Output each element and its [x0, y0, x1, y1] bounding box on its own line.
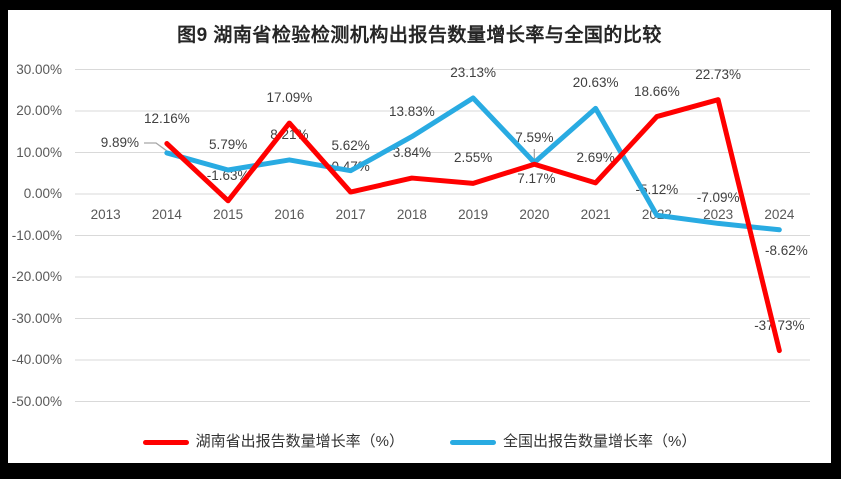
data-label: 5.79%	[208, 136, 248, 152]
legend-swatch-line	[142, 439, 189, 445]
x-axis-tick-label: 2023	[703, 207, 734, 222]
data-label: -7.09%	[696, 190, 740, 206]
data-label: 20.63%	[572, 75, 619, 91]
x-axis-tick-label: 2014	[151, 207, 182, 222]
legend-item-label: 全国出报告数量增长率（%）	[503, 433, 697, 450]
y-axis-tick-label: -40.00%	[11, 352, 62, 367]
data-label: 18.66%	[633, 83, 680, 99]
data-label: -1.63%	[206, 167, 250, 183]
series-line-1	[164, 95, 782, 233]
chart-canvas	[8, 10, 831, 463]
x-axis-tick-label: 2017	[335, 207, 366, 222]
legend-swatch-line	[450, 439, 496, 445]
data-label: 2.69%	[576, 149, 615, 165]
legend-item-label: 湖南省出报告数量增长率（%）	[195, 433, 404, 450]
data-label: 7.17%	[517, 171, 556, 187]
data-label: 2.55%	[453, 150, 493, 166]
y-axis-tick-label: -30.00%	[11, 310, 62, 326]
series-line-0	[164, 97, 782, 354]
data-label: 13.83%	[388, 103, 435, 119]
data-label: 9.89%	[100, 134, 139, 150]
data-label: -37.73%	[754, 317, 805, 333]
legend-item: 全国出报告数量增长率（%）	[450, 433, 696, 451]
y-axis-tick-label: -50.00%	[11, 393, 62, 409]
data-label: -8.62%	[764, 242, 808, 258]
x-axis-tick-label: 2019	[458, 207, 489, 222]
legend: 湖南省出报告数量增长率（%） 全国出报告数量增长率（%）	[8, 432, 831, 452]
legend-item: 湖南省出报告数量增长率（%）	[142, 433, 404, 451]
x-axis-tick-label: 2018	[396, 207, 427, 222]
data-label: 7.59%	[515, 129, 554, 145]
x-axis-tick-label: 2013	[90, 207, 121, 222]
y-axis-tick-label: 20.00%	[16, 103, 62, 118]
label-leader-line	[144, 142, 168, 152]
y-axis-tick-label: -20.00%	[11, 269, 62, 284]
x-axis-tick-label: 2024	[764, 207, 795, 222]
data-label: 22.73%	[695, 66, 741, 82]
y-axis-tick-label: -10.00%	[11, 227, 62, 243]
data-label: 17.09%	[266, 90, 313, 106]
data-label: 23.13%	[450, 65, 496, 80]
y-axis-tick-label: 10.00%	[16, 144, 62, 160]
y-axis-tick-label: 0.00%	[23, 186, 62, 201]
chart-title: 图9 湖南省检验检测机构出报告数量增长率与全国的比较	[177, 25, 662, 46]
x-axis-tick-label: 2016	[274, 207, 305, 222]
data-label: 12.16%	[143, 110, 190, 126]
x-axis-tick-label: 2015	[213, 207, 244, 222]
data-label: 3.84%	[392, 145, 431, 161]
y-axis-tick-label: 30.00%	[16, 61, 62, 77]
x-axis-tick-label: 2020	[519, 207, 550, 222]
data-label: 5.62%	[331, 137, 370, 153]
x-axis-tick-label: 2021	[580, 207, 611, 222]
